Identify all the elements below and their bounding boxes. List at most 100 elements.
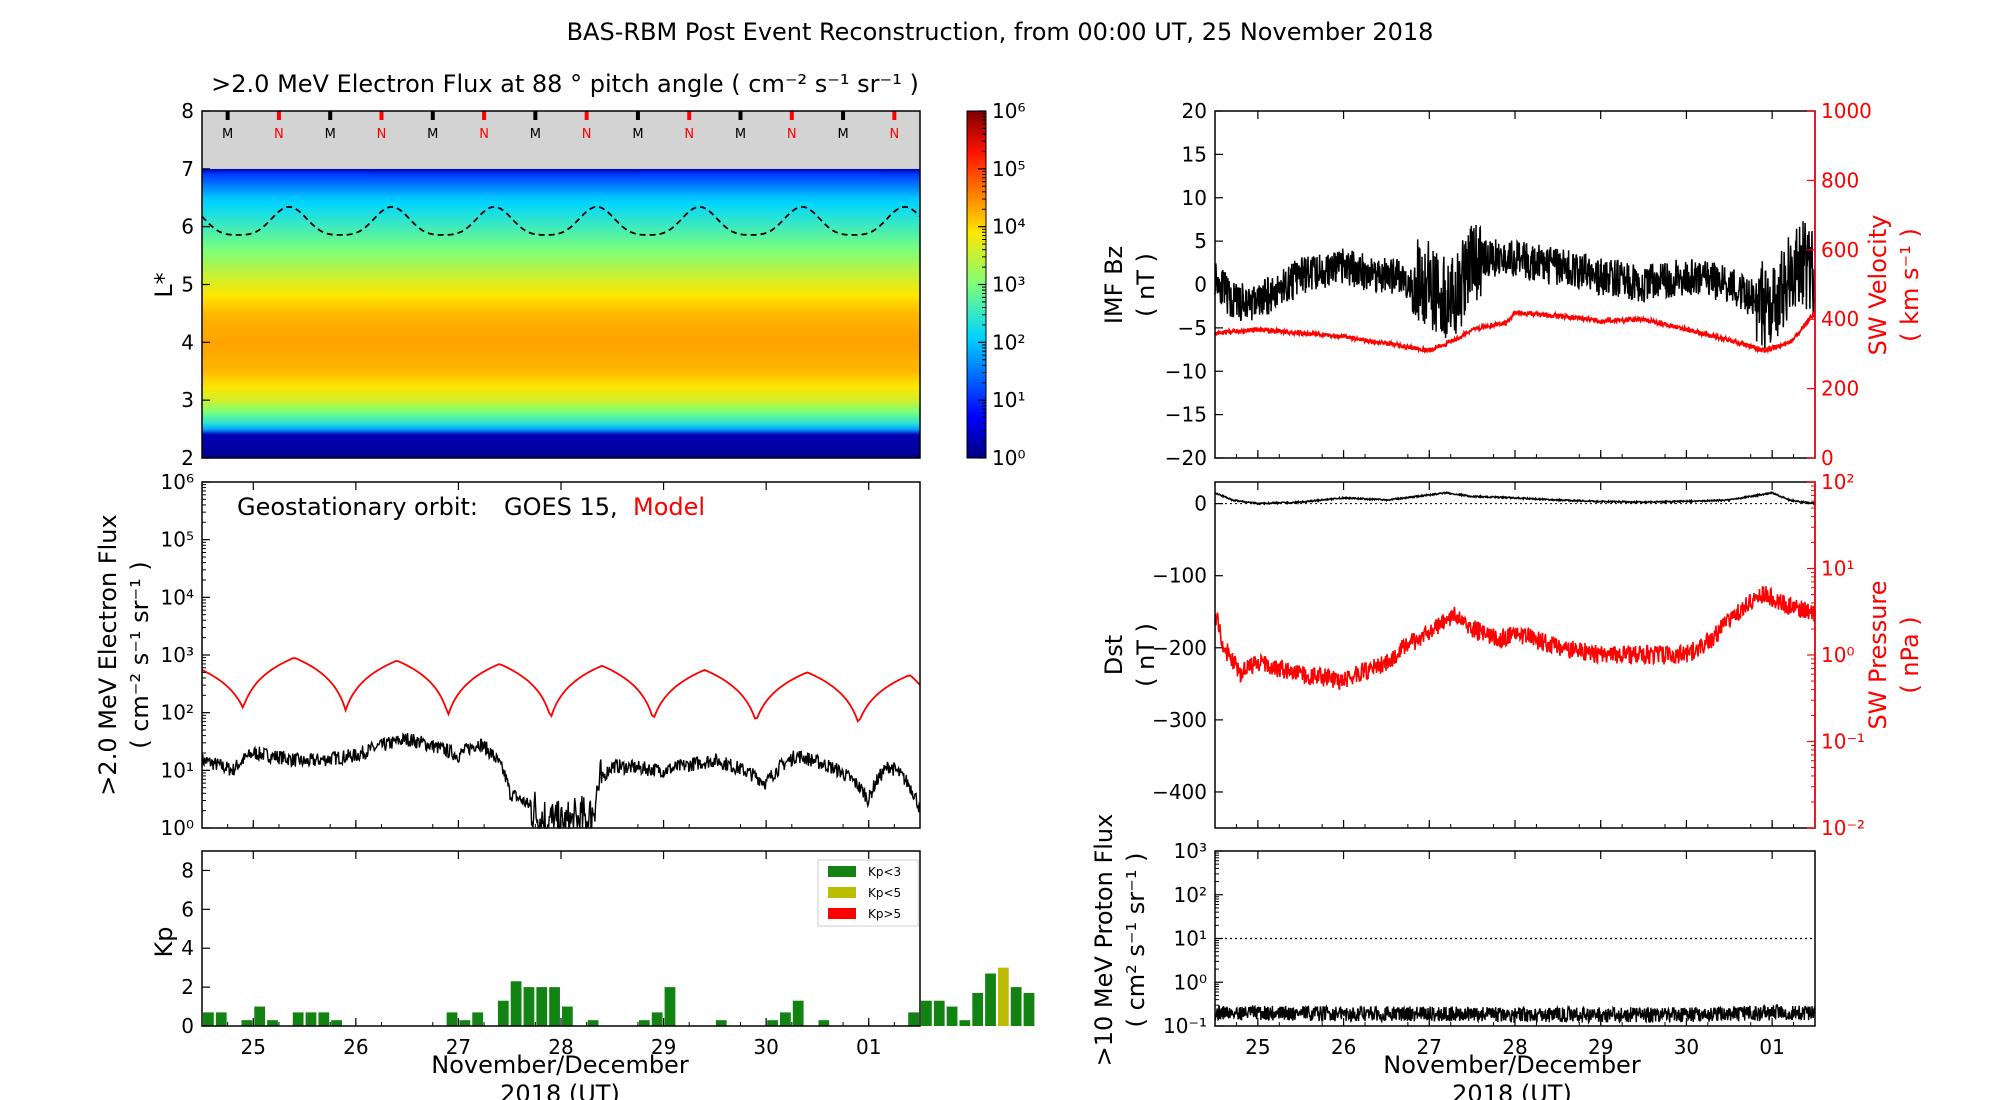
x-tick-label: 29 — [1588, 1035, 1613, 1059]
geo-ylabel: >2.0 MeV Electron Flux ( cm⁻² s⁻¹ sr⁻¹ ) — [94, 514, 154, 795]
y-tick-label: 10¹ — [992, 388, 1025, 412]
mlt-label: M — [325, 127, 336, 142]
kp-legend: Kp<3 Kp<5 Kp>5 — [817, 859, 919, 927]
dst-frame — [1214, 481, 1816, 829]
y-tick-label: 400 — [1821, 307, 1859, 331]
sw-pressure-line — [1214, 586, 1816, 690]
kp-bar — [523, 987, 535, 1026]
kp-bar — [715, 1020, 727, 1026]
kp-bar — [985, 973, 996, 1026]
y-tick-label: 10⁴ — [992, 215, 1025, 239]
x-tick-label: 28 — [548, 1035, 573, 1059]
x-tick-label: 26 — [1331, 1035, 1356, 1059]
kp-bar — [267, 1020, 278, 1026]
spectrogram-heatmap — [202, 111, 920, 459]
y-tick-label: 6 — [181, 897, 194, 921]
right-xlabel-line1: November/December — [1383, 1051, 1641, 1079]
y-tick-label: 4 — [181, 330, 194, 354]
y-tick-label: 15 — [1182, 142, 1207, 166]
y-tick-label: 7 — [181, 157, 194, 181]
y-tick-label: 10¹ — [161, 758, 194, 782]
y-tick-label: 10⁴ — [161, 585, 194, 609]
y-tick-label: 2 — [181, 975, 194, 999]
kp-bar — [472, 1012, 484, 1026]
kp-bar — [997, 967, 1009, 1026]
right-xlabel-line2: 2018 (UT) — [1452, 1080, 1572, 1100]
colorbar-ticks: 10⁰ 10¹ 10² 10³ 10⁴ 10⁵ 10⁶ — [978, 99, 1025, 470]
y-tick-label: 10⁻¹ — [1821, 730, 1865, 754]
geo-legend-observed: GOES 15, — [504, 493, 618, 521]
x-tick-label: 30 — [753, 1035, 778, 1059]
kp-panel: 0 2 4 6 8 25 26 27 28 29 30 01 — [181, 850, 1035, 1059]
y-tick-label: 8 — [181, 99, 194, 123]
mlt-label: N — [582, 127, 592, 142]
kp-bar — [318, 1012, 330, 1026]
mlt-label: N — [479, 127, 489, 142]
y-tick-label: −10 — [1165, 359, 1207, 383]
kp-bar — [331, 1020, 343, 1026]
proton-panel: 10⁻¹ 10⁰ 10¹ 10² 10³ 25 26 27 28 29 30 01 — [1163, 839, 1816, 1059]
y-tick-label: 5 — [1194, 229, 1207, 253]
y-tick-label: 10² — [992, 330, 1025, 354]
mlt-label: M — [735, 127, 746, 142]
geo-frame — [201, 481, 921, 829]
y-tick-label: 0 — [1194, 273, 1207, 297]
proton-ylabel-line2: ( cm² s⁻¹ sr⁻¹ ) — [1122, 853, 1150, 1028]
mlt-label: N — [684, 127, 694, 142]
y-tick-label: 10³ — [1174, 839, 1207, 863]
x-tick-label: 01 — [1759, 1035, 1784, 1059]
kp-bar — [664, 987, 676, 1026]
kp-bar — [959, 1020, 971, 1026]
x-tick-label: 25 — [241, 1035, 266, 1059]
y-tick-label: 20 — [1182, 99, 1207, 123]
geo-legend-label: Geostationary orbit: — [237, 493, 478, 521]
spectrogram-y-axis: 2 3 4 5 6 7 8 — [181, 99, 210, 470]
dst-panel: −400 −300 −200 −100 0 10⁻² 10⁻¹ 10⁰ 10¹ 10² — [1152, 470, 1865, 840]
y-tick-label: 10³ — [992, 273, 1025, 297]
kp-legend-mid: Kp<5 — [868, 886, 901, 900]
y-tick-label: 10² — [1174, 883, 1207, 907]
kp-ylabel: Kp — [150, 927, 178, 958]
proton-flux-line — [1214, 1003, 1816, 1025]
proton-ylabel-line1: >10 MeV Proton Flux — [1090, 814, 1118, 1067]
mlt-label: N — [377, 127, 387, 142]
dst-ylabel: Dst ( nT ) — [1100, 623, 1160, 687]
imf-ylabel-right: SW Velocity ( km s⁻¹ ) — [1864, 215, 1924, 356]
kp-legend-low-swatch — [828, 866, 856, 877]
mlt-label: N — [889, 127, 899, 142]
mlt-label: M — [222, 127, 233, 142]
y-tick-label: 3 — [181, 388, 194, 412]
y-tick-label: 10² — [161, 701, 194, 725]
y-tick-label: −15 — [1165, 403, 1207, 427]
geo-flux-panel: 10⁰ 10¹ 10² 10³ 10⁴ 10⁵ 10⁶ — [161, 470, 921, 840]
dst-ylabel-right-line1: SW Pressure — [1864, 580, 1892, 729]
geo-ylabel-line1: >2.0 MeV Electron Flux — [94, 514, 122, 795]
x-tick-label: 25 — [1245, 1035, 1270, 1059]
y-tick-label: 10⁻¹ — [1163, 1014, 1207, 1038]
kp-bar — [792, 1000, 804, 1026]
x-tick-label: 29 — [651, 1035, 676, 1059]
dst-line — [1214, 490, 1816, 506]
flux-colormap — [202, 168, 920, 459]
kp-bar — [536, 987, 548, 1026]
kp-bar — [818, 1020, 830, 1026]
y-tick-label: −5 — [1178, 316, 1207, 340]
model-line — [201, 657, 921, 723]
mlt-label: N — [787, 127, 797, 142]
imf-ylabel-right-line2: ( km s⁻¹ ) — [1896, 228, 1924, 342]
kp-bar — [1010, 987, 1022, 1026]
y-tick-label: 0 — [1821, 446, 1834, 470]
kp-bar — [254, 1006, 266, 1026]
y-tick-label: 10⁰ — [1174, 970, 1207, 994]
kp-bar — [215, 1012, 227, 1026]
y-tick-label: 10⁰ — [992, 446, 1025, 470]
y-tick-label: 0 — [181, 1014, 194, 1038]
x-tick-label: 27 — [1417, 1035, 1442, 1059]
kp-bar — [779, 1012, 791, 1026]
spectrogram-ylabel: L* — [150, 272, 178, 297]
figure-title: BAS-RBM Post Event Reconstruction, from … — [567, 18, 1434, 46]
mlt-label: M — [427, 127, 438, 142]
y-tick-label: 10⁰ — [1821, 643, 1854, 667]
